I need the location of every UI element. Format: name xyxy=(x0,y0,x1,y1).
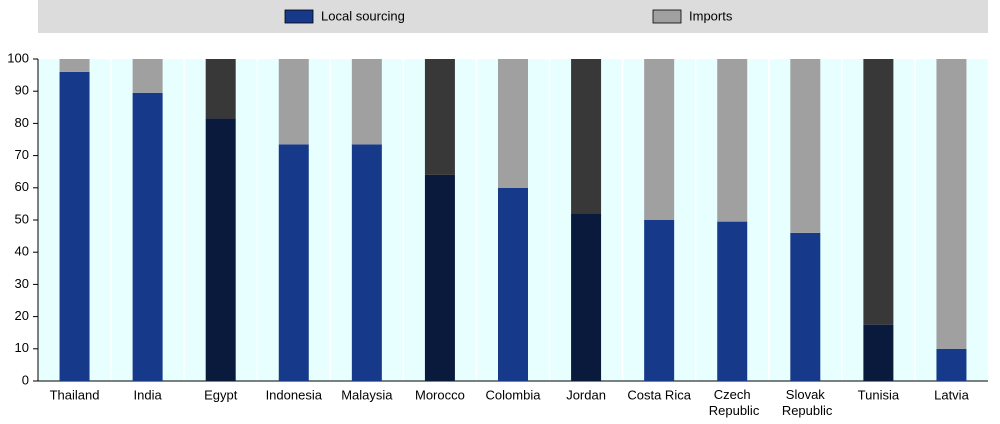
bar-segment xyxy=(59,71,90,381)
x-tick-label: Morocco xyxy=(415,387,465,402)
bar-segment xyxy=(863,324,894,381)
x-tick-label: Czech Republic xyxy=(705,387,760,418)
bar-segment xyxy=(205,59,236,119)
bar-segment xyxy=(424,59,455,175)
y-tick-label: 90 xyxy=(15,83,29,98)
x-tick-label: Jordan xyxy=(566,387,606,402)
bar-segment xyxy=(571,213,602,381)
x-tick-label: Tunisia xyxy=(858,387,900,402)
y-tick-label: 80 xyxy=(15,115,29,130)
y-tick-label: 30 xyxy=(15,276,29,291)
bar-segment xyxy=(278,59,309,145)
legend-label: Local sourcing xyxy=(321,8,405,23)
bar-segment xyxy=(936,59,967,349)
legend-swatch xyxy=(652,9,682,24)
x-tick-label: Indonesia xyxy=(266,387,323,402)
bar-segment xyxy=(59,59,90,72)
bar-segment xyxy=(717,59,748,222)
bar-segment xyxy=(790,232,821,381)
bar-segment xyxy=(498,59,528,188)
bar-segment xyxy=(424,174,455,381)
x-tick-label: Costa Rica xyxy=(627,387,691,402)
x-tick-label: Malaysia xyxy=(341,387,393,402)
bar-segment xyxy=(498,187,528,381)
bar-segment xyxy=(790,59,821,233)
legend-box xyxy=(38,0,988,33)
y-tick-label: 40 xyxy=(15,244,29,259)
x-tick-label: Colombia xyxy=(486,387,542,402)
y-tick-label: 50 xyxy=(15,211,29,226)
bar-segment xyxy=(351,59,382,145)
bar-segment xyxy=(717,221,748,381)
y-tick-label: 60 xyxy=(15,179,29,194)
bar-segment xyxy=(278,144,309,381)
bar-segment xyxy=(351,144,382,381)
bar-segment xyxy=(644,220,675,381)
legend-swatch xyxy=(284,9,314,24)
x-tick-label: Thailand xyxy=(50,387,100,402)
y-tick-label: 10 xyxy=(15,340,29,355)
y-tick-label: 0 xyxy=(22,372,29,387)
bar-segment xyxy=(132,92,163,381)
bar-segment xyxy=(863,59,894,325)
x-tick-label: Slovak Republic xyxy=(778,387,833,418)
bar-segment xyxy=(644,59,675,220)
bar-segment xyxy=(132,59,163,93)
x-tick-label: Egypt xyxy=(204,387,238,402)
y-tick-label: 20 xyxy=(15,308,29,323)
x-tick-label: Latvia xyxy=(934,387,969,402)
legend-label: Imports xyxy=(689,8,733,23)
x-tick-label: India xyxy=(134,387,163,402)
y-tick-label: 100 xyxy=(7,50,29,65)
y-tick-label: 70 xyxy=(15,147,29,162)
bar-segment xyxy=(205,118,236,381)
bar-segment xyxy=(571,59,602,214)
bar-segment xyxy=(936,348,967,381)
